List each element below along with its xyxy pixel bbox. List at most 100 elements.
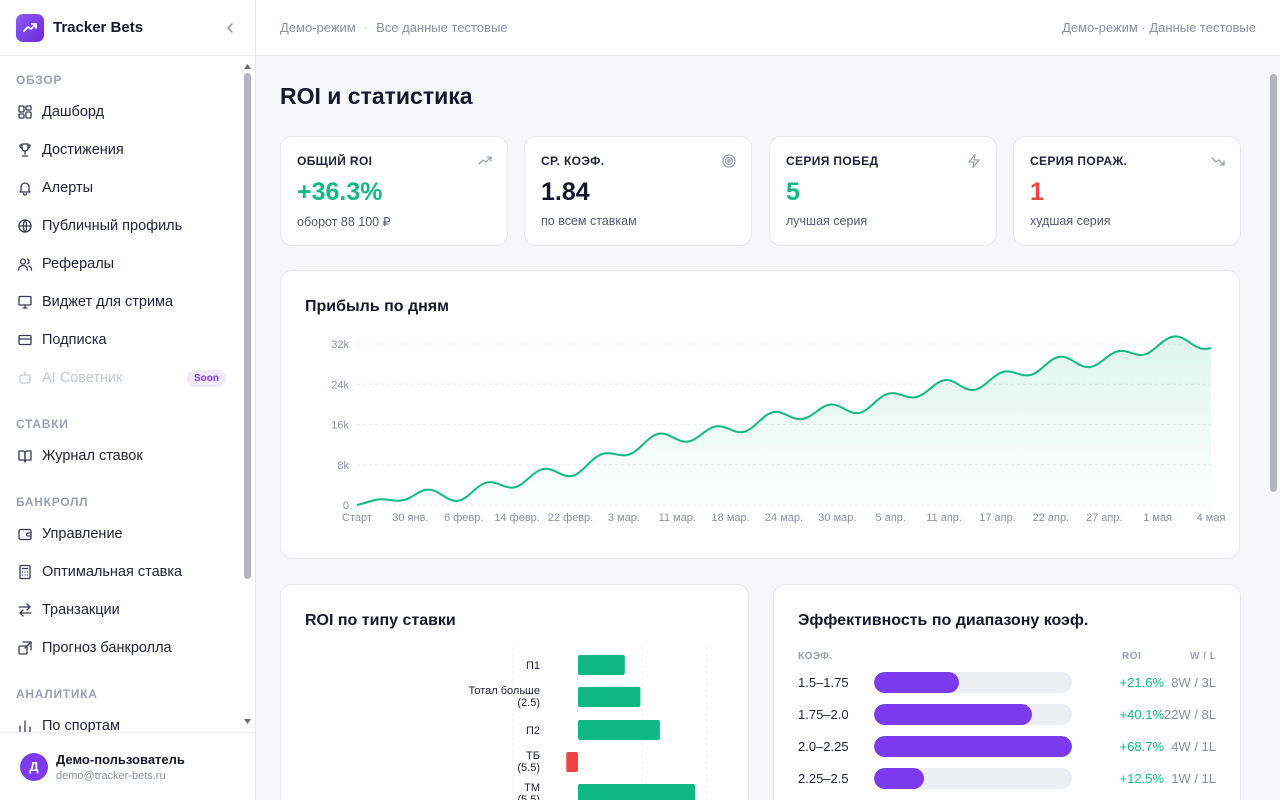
- sidebar-item-globe[interactable]: Публичный профиль: [0, 207, 244, 245]
- stat-subtitle: оборот 88 100 ₽: [297, 215, 391, 229]
- brand-name: Tracker Bets: [53, 19, 144, 36]
- wallet-icon: [16, 525, 34, 543]
- sidebar-item-dashboard[interactable]: Дашборд: [0, 93, 244, 131]
- bar-category-label-cont: (2.5): [517, 697, 540, 709]
- sidebar-item-monitor[interactable]: Виджет для стрима: [0, 283, 244, 321]
- y-tick-label: 24k: [331, 379, 349, 391]
- sidebar-item-label: Достижения: [42, 142, 124, 158]
- odds-bar-track: [874, 672, 1072, 693]
- brand: Tracker Bets: [0, 0, 255, 56]
- stat-subtitle: по всем ставкам: [541, 214, 637, 228]
- chevron-left-icon: [227, 22, 233, 33]
- y-tick-label: 32k: [331, 339, 349, 351]
- sidebar-item-forecast[interactable]: Прогноз банкролла: [0, 629, 244, 667]
- user-profile[interactable]: Д Демо-пользователь demo@tracker-bets.ru: [0, 732, 255, 800]
- nav-section-title: ОБЗОР: [16, 73, 63, 87]
- roi-bar[interactable]: [578, 720, 660, 740]
- page-title: ROI и статистика: [280, 83, 473, 109]
- profit-area: [357, 336, 1211, 505]
- odds-efficiency-title: Эффективность по диапазону коэф.: [798, 612, 1089, 629]
- dashboard-icon: [16, 103, 34, 121]
- sidebar-item-bell[interactable]: Алерты: [0, 169, 244, 207]
- main-content: ROI и статистика ОБЩИЙ ROI +36.3% оборот 8…: [256, 56, 1268, 800]
- bar-chart-icon: [16, 717, 34, 732]
- odds-range: 2.0–2.25: [798, 739, 849, 754]
- monitor-icon: [16, 293, 34, 311]
- stat-subtitle: лучшая серия: [786, 214, 868, 228]
- main-scroll-thumb[interactable]: [1270, 74, 1277, 492]
- y-tick-label: 16k: [331, 420, 349, 432]
- roi-bar[interactable]: [578, 784, 695, 800]
- sidebar-item-card[interactable]: Подписка: [0, 321, 244, 359]
- roi-bar[interactable]: [578, 655, 625, 675]
- x-tick-label: 22 февр.: [548, 512, 593, 524]
- sidebar-item-users[interactable]: Рефералы: [0, 245, 244, 283]
- roi-by-type-title: ROI по типу ставки: [305, 612, 456, 629]
- roi-bar[interactable]: [578, 687, 641, 707]
- sidebar-item-bar-chart[interactable]: По спортам: [0, 707, 244, 732]
- bot-icon: [16, 369, 34, 387]
- user-name: Демо-пользователь: [56, 751, 185, 767]
- demo-mode-notice: Демо-режим · Данные тестовые: [1062, 20, 1256, 35]
- sidebar-item-label: Оптимальная ставка: [42, 564, 183, 580]
- user-email: demo@tracker-bets.ru: [56, 769, 166, 782]
- x-tick-label: Старт: [342, 512, 372, 524]
- x-tick-label: 27 апр.: [1086, 512, 1123, 524]
- breadcrumb-test-data: Все данные тестовые: [376, 20, 508, 35]
- stat-value: +36.3%: [297, 178, 383, 206]
- odds-efficiency-card: Эффективность по диапазону коэф. КОЭФ. R…: [773, 584, 1241, 800]
- top-bar: Демо-режим · Все данные тестовые Демо-ре…: [256, 0, 1280, 56]
- sidebar-item-label: Транзакции: [42, 602, 120, 618]
- sidebar-item-calculator[interactable]: Оптимальная ставка: [0, 553, 244, 591]
- x-tick-label: 22 апр.: [1033, 512, 1070, 524]
- nav-section-title: БАНКРОЛЛ: [16, 495, 89, 509]
- stat-label: СЕРИЯ ПОБЕД: [786, 154, 879, 168]
- calculator-icon: [16, 563, 34, 581]
- nav-section-title: АНАЛИТИКА: [16, 687, 98, 701]
- odds-range: 1.5–1.75: [798, 675, 849, 690]
- scroll-down-arrow-icon[interactable]: [243, 717, 252, 726]
- trophy-icon: [16, 141, 34, 159]
- nav-section-title: СТАВКИ: [16, 417, 69, 431]
- odds-header-range: КОЭФ.: [798, 651, 833, 662]
- odds-roi: +68.7%: [1119, 739, 1164, 754]
- sidebar-item-book[interactable]: Журнал ставок: [0, 437, 244, 475]
- sidebar-item-label: Виджет для стрима: [42, 294, 174, 310]
- sidebar-item-label: Рефералы: [42, 256, 115, 272]
- logo-trending-icon[interactable]: [16, 13, 44, 42]
- roi-bar[interactable]: [566, 752, 578, 772]
- odds-header-roi: ROI: [1122, 651, 1142, 662]
- x-tick-label: 18 мар.: [712, 512, 750, 524]
- users-icon: [16, 255, 34, 273]
- profit-chart[interactable]: 0 8k 16k 24k 32k Старт 30 янв. 6 февр. 14 февр. 2…: [281, 271, 1239, 558]
- sidebar-item-wallet[interactable]: Управление: [0, 515, 244, 553]
- sidebar-item-label: Алерты: [42, 180, 94, 196]
- odds-row: 1.75–2.0 +40.1% 22W / 8L: [798, 703, 1218, 727]
- odds-win-loss: 4W / 1L: [1171, 739, 1216, 754]
- x-tick-label: 11 апр.: [926, 512, 962, 524]
- x-tick-label: 30 мар.: [818, 512, 856, 524]
- stat-subtitle: худшая серия: [1030, 214, 1111, 228]
- bell-icon: [16, 179, 34, 197]
- scroll-up-arrow-icon[interactable]: [243, 62, 252, 71]
- bar-category-label: П1: [526, 660, 540, 672]
- odds-bar-track: [874, 768, 1072, 789]
- bar-category-label: ТБ: [526, 750, 540, 762]
- sidebar-item-label: AI Советник: [42, 370, 123, 386]
- odds-roi: +21.6%: [1119, 675, 1164, 690]
- stat-value: 1: [1030, 178, 1044, 206]
- x-tick-label: 3 мар.: [608, 512, 640, 524]
- stat-card: СЕРИЯ ПОРАЖ. 1 худшая серия: [1013, 136, 1241, 246]
- sidebar-item-trophy[interactable]: Достижения: [0, 131, 244, 169]
- stat-label: СЕРИЯ ПОРАЖ.: [1030, 154, 1128, 168]
- sidebar-item-transfer[interactable]: Транзакции: [0, 591, 244, 629]
- odds-win-loss: 1W / 1L: [1171, 771, 1216, 786]
- collapse-sidebar-button[interactable]: [221, 19, 239, 37]
- odds-roi: +40.1%: [1119, 707, 1164, 722]
- profit-line: [356, 335, 1212, 506]
- sidebar-scroll-thumb[interactable]: [244, 73, 251, 579]
- globe-icon: [16, 217, 34, 235]
- target-icon: [721, 153, 737, 169]
- sidebar-item-label: Управление: [42, 526, 123, 542]
